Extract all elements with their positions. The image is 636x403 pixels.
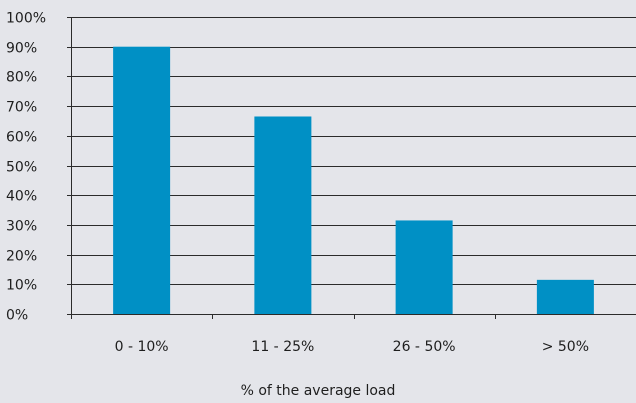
x-tick-label: > 50%: [542, 339, 589, 355]
bar-0: [113, 46, 171, 314]
x-tick-label: 0 - 10%: [115, 339, 169, 355]
x-tick-label: 11 - 25%: [251, 339, 314, 355]
y-tick-label: 90%: [6, 41, 37, 57]
y-tick-label: 0%: [6, 308, 28, 324]
y-tick-label: 30%: [6, 219, 37, 235]
y-axis-ticks: 0% 10% 20% 30% 40% 50% 60% 70% 80% 90% 100%: [6, 11, 46, 324]
x-tick-label: 26 - 50%: [393, 339, 456, 355]
y-tick-label: 40%: [6, 189, 37, 205]
y-tick-label: 80%: [6, 70, 37, 86]
bar-1: [254, 116, 312, 315]
x-axis-title: % of the average load: [241, 383, 396, 399]
y-tick-label: 50%: [6, 160, 37, 176]
y-tick-label: 100%: [6, 11, 46, 27]
bars: [113, 46, 594, 315]
y-tick-label: 10%: [6, 278, 37, 294]
bar-3: [536, 279, 594, 314]
bar-2: [395, 220, 453, 314]
x-axis-ticks: 0 - 10% 11 - 25% 26 - 50% > 50%: [115, 314, 589, 355]
y-tick-label: 20%: [6, 249, 37, 265]
y-tick-label: 70%: [6, 100, 37, 116]
y-tick-label: 60%: [6, 130, 37, 146]
